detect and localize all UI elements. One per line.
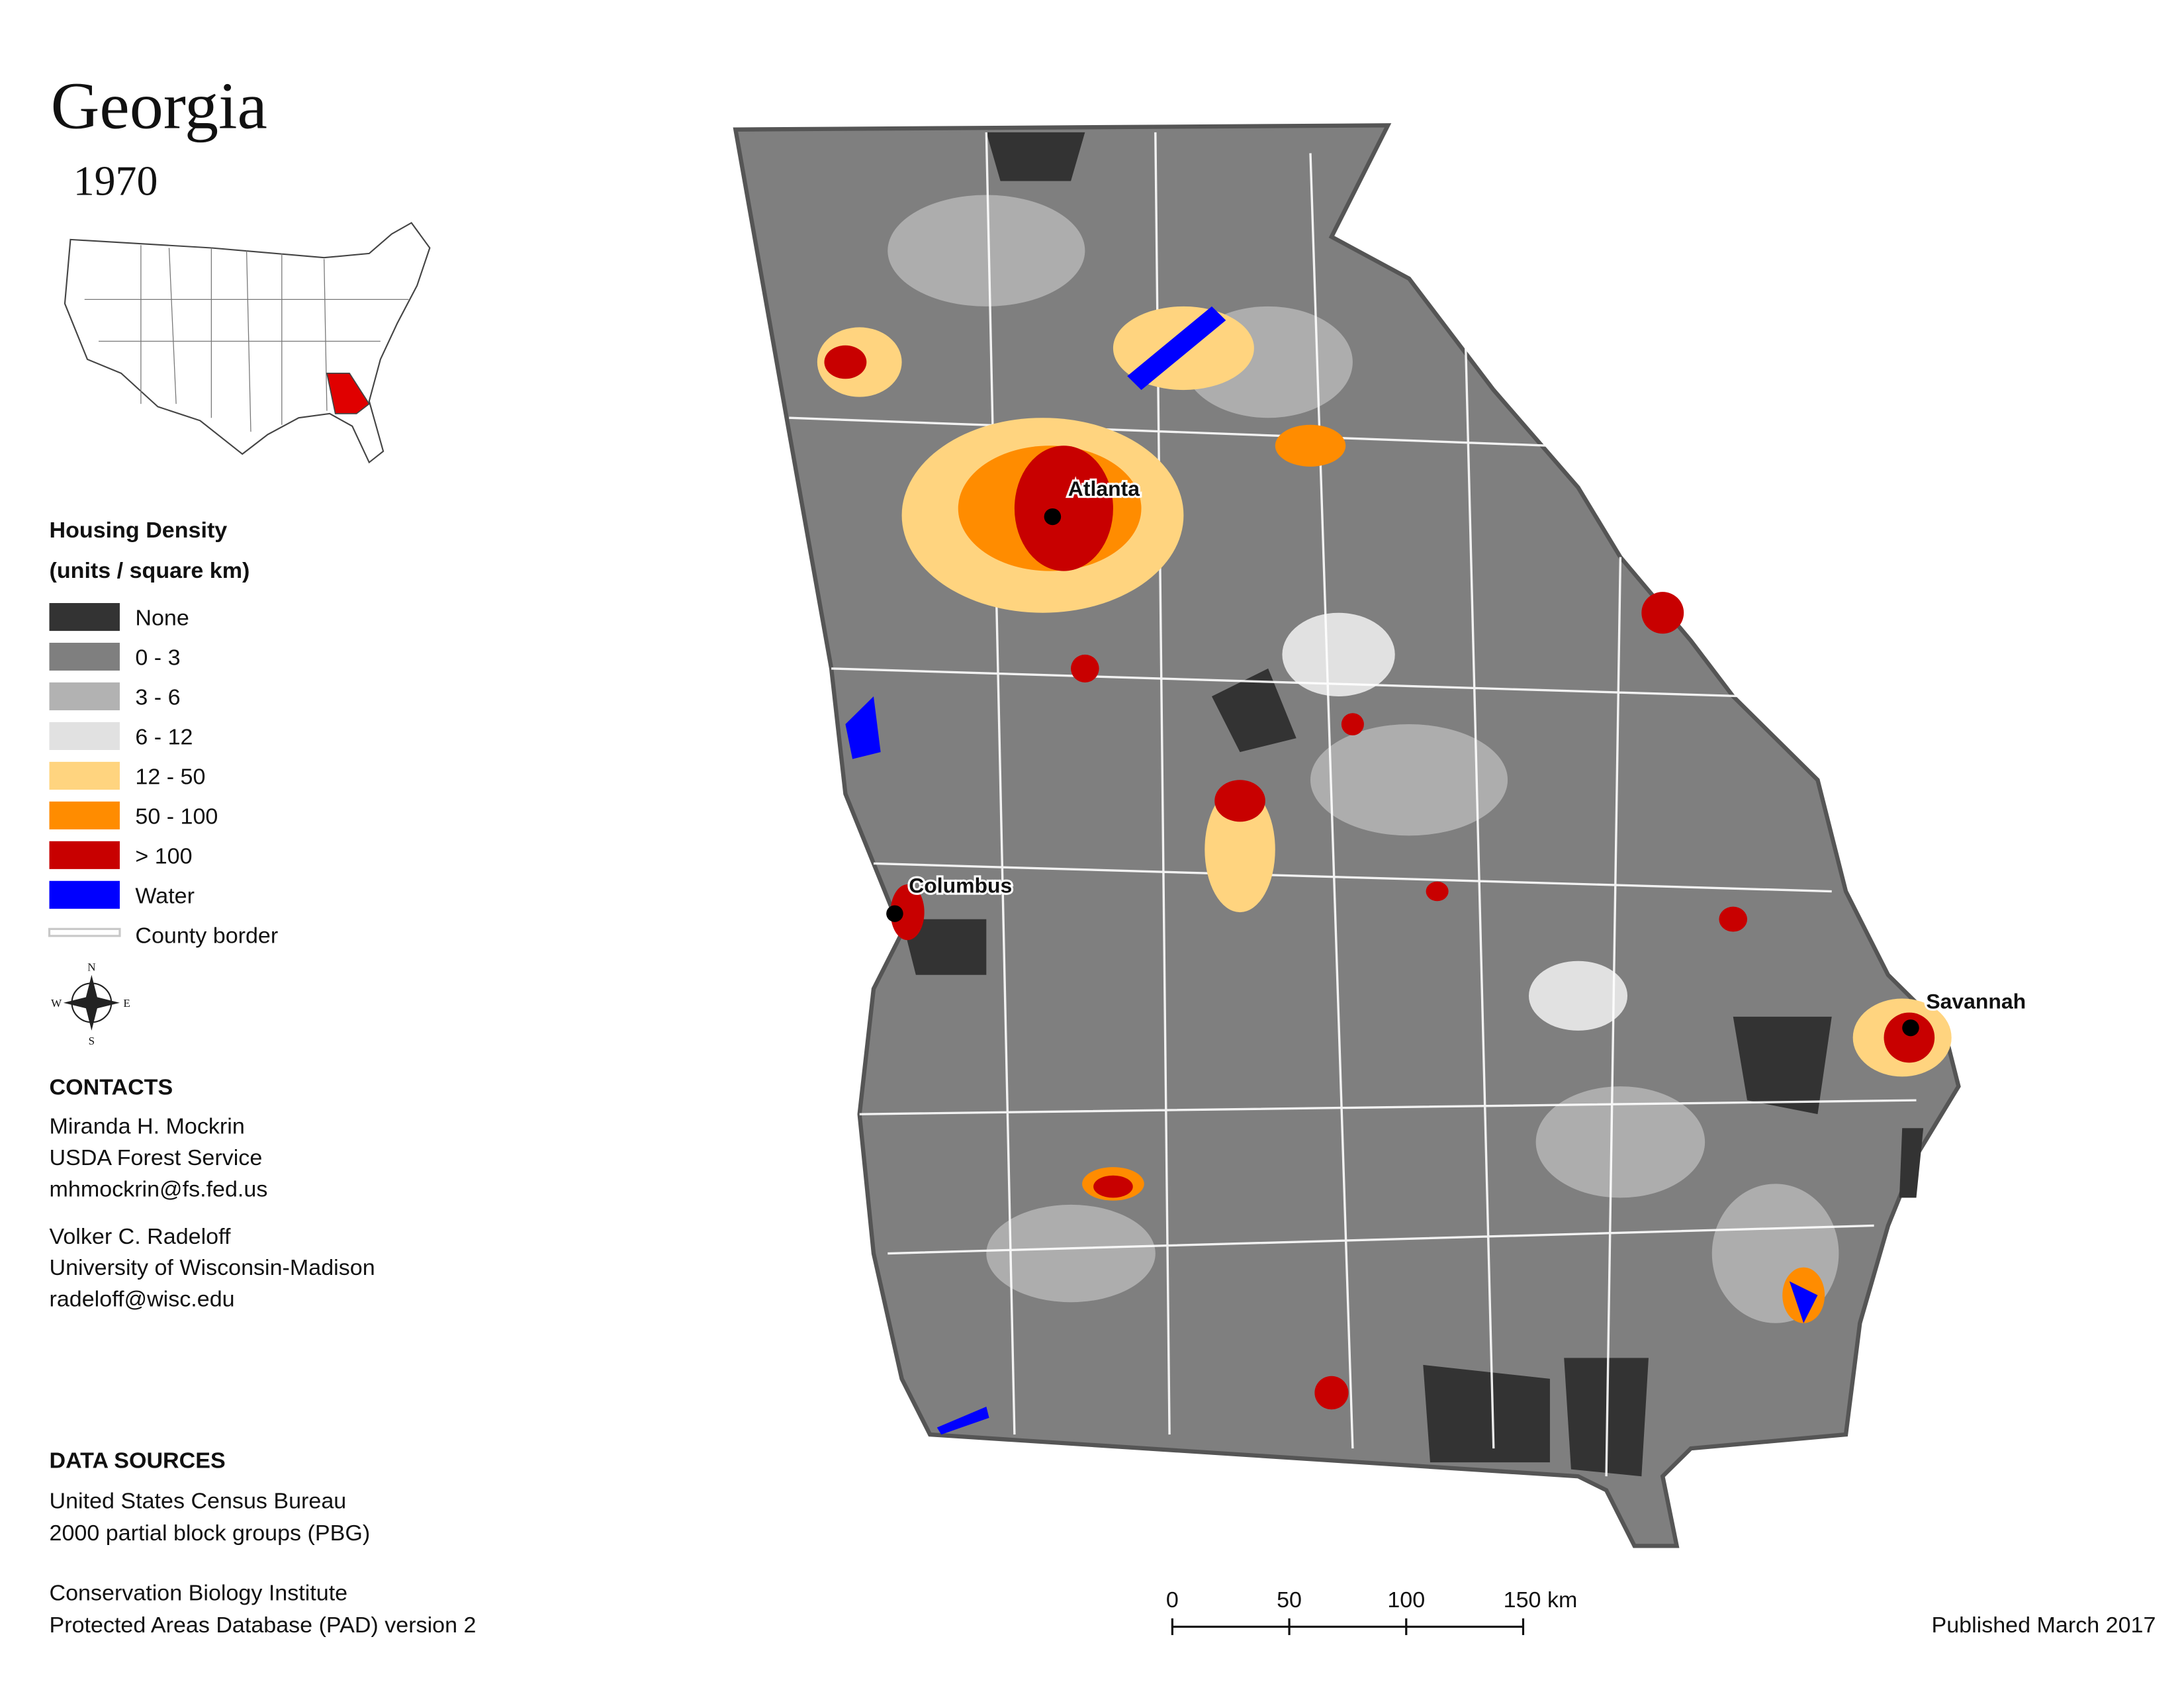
city-label: Atlanta <box>1068 477 1140 500</box>
city-dot <box>886 905 903 922</box>
city-dot <box>1044 508 1062 526</box>
source-line: Conservation Biology Institute <box>50 1581 348 1606</box>
legend-swatch <box>49 801 120 829</box>
contacts: Miranda H. Mockrin USDA Forest Service mhm… <box>50 1114 375 1312</box>
source-line: 2000 partial block groups (PBG) <box>50 1521 371 1546</box>
legend-label: Water <box>135 884 195 909</box>
legend-swatch <box>49 722 120 750</box>
legend-swatch <box>49 642 120 671</box>
city-label: Savannah <box>1926 989 2026 1013</box>
published: Published March 2017 <box>1931 1613 2156 1638</box>
data-sources: United States Census Bureau 2000 partial … <box>50 1489 477 1638</box>
legend-swatch <box>49 682 120 711</box>
contact-line: Miranda H. Mockrin <box>50 1114 245 1139</box>
contact-line: mhmockrin@fs.fed.us <box>50 1176 268 1201</box>
us-inset-map <box>64 222 431 464</box>
georgia-map <box>733 123 1961 1548</box>
legend: None 0 - 3 3 - 6 6 - 12 12 - 50 50 - 100 > 100… <box>48 603 278 949</box>
legend-label: None <box>135 606 189 631</box>
year: 1970 <box>73 158 158 205</box>
legend-swatch-border <box>48 927 121 937</box>
source-line: United States Census Bureau <box>50 1489 347 1514</box>
legend-title: Housing Density <box>50 518 228 543</box>
contact-line: radeloff@wisc.edu <box>50 1287 235 1312</box>
scale-label: 100 <box>1387 1587 1425 1613</box>
contact-line: USDA Forest Service <box>50 1145 263 1170</box>
compass-w: W <box>51 997 62 1009</box>
legend-subtitle: (units / square km) <box>50 558 250 583</box>
legend-label: 3 - 6 <box>135 685 180 710</box>
sources-title: DATA SOURCES <box>50 1448 226 1474</box>
source-line: Protected Areas Database (PAD) version 2 <box>50 1613 477 1638</box>
scale-label: 0 <box>1166 1587 1179 1613</box>
scale-label: 150 km <box>1504 1587 1578 1613</box>
compass: N S E W <box>51 961 130 1047</box>
legend-swatch <box>49 841 120 869</box>
legend-swatch <box>49 761 120 790</box>
contact-line: University of Wisconsin-Madison <box>50 1255 375 1280</box>
legend-label: 12 - 50 <box>135 765 205 790</box>
legend-label: 6 - 12 <box>135 725 193 750</box>
city-dot <box>1902 1019 1919 1037</box>
legend-label: > 100 <box>135 844 192 869</box>
legend-swatch <box>49 603 120 632</box>
title: Georgia <box>51 68 267 142</box>
scale-label: 50 <box>1277 1587 1302 1613</box>
compass-s: S <box>89 1035 95 1047</box>
compass-n: N <box>87 961 95 974</box>
contacts-title: CONTACTS <box>50 1075 173 1100</box>
legend-label: County border <box>135 923 278 949</box>
legend-swatch <box>49 880 120 909</box>
legend-label: 50 - 100 <box>135 804 218 829</box>
legend-label: 0 - 3 <box>135 645 180 671</box>
city-label: Columbus <box>909 874 1012 898</box>
compass-e: E <box>123 997 130 1009</box>
scale-bar: 0 50 100 150 km <box>1166 1587 1578 1636</box>
contact-line: Volker C. Radeloff <box>50 1224 231 1249</box>
